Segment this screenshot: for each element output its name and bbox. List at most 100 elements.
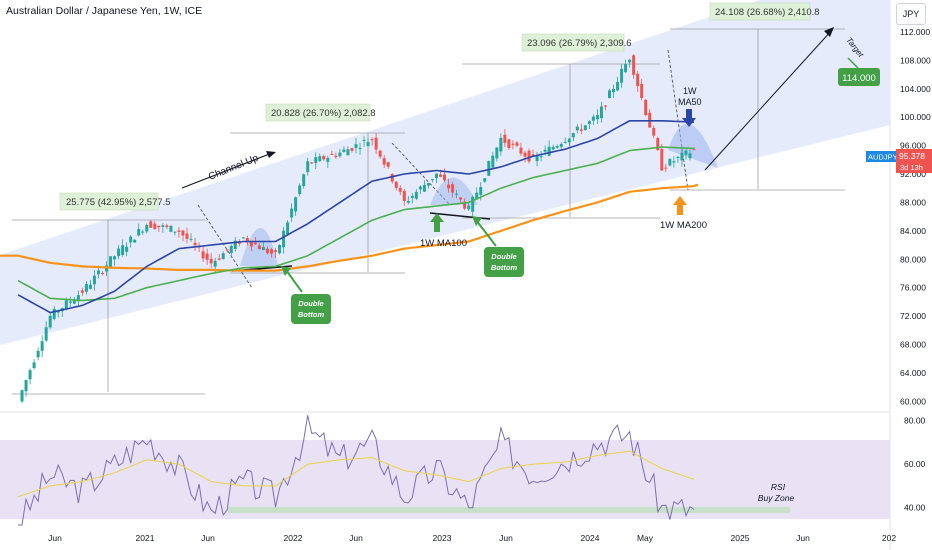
- candle-body: [334, 155, 338, 157]
- svg-text:24.108 (26.68%) 2,410.8: 24.108 (26.68%) 2,410.8: [715, 7, 820, 18]
- candle-body: [692, 148, 696, 150]
- price-tick-label: 100.000: [900, 112, 931, 122]
- candle-body: [563, 141, 567, 143]
- candle-body: [527, 150, 531, 162]
- candle-body: [201, 251, 205, 259]
- candle-body: [72, 299, 76, 304]
- candle-body: [366, 141, 370, 147]
- price-tick-label: 104.000: [900, 84, 931, 94]
- candle-body: [270, 249, 273, 254]
- price-tick-label: 88.000: [900, 197, 926, 207]
- ma50-line: [17, 120, 695, 314]
- candle-body: [644, 99, 648, 116]
- candle-body: [169, 225, 173, 232]
- candle-body: [298, 185, 302, 195]
- candle-body: [274, 250, 278, 252]
- candle-body: [24, 379, 28, 392]
- candle-body: [92, 275, 96, 285]
- ma200-line: [0, 183, 699, 272]
- candle-body: [177, 230, 181, 232]
- candle-body: [125, 246, 129, 252]
- time-tick-label: 202: [882, 533, 896, 543]
- candle-body: [459, 197, 463, 200]
- time-tick-label: 2025: [731, 533, 750, 543]
- candle-body: [318, 156, 322, 162]
- currency-button[interactable]: JPY: [896, 3, 926, 25]
- price-tick-label: 60.000: [900, 396, 926, 406]
- candle-body: [620, 68, 624, 83]
- candle-body: [386, 162, 390, 167]
- candle-body: [173, 231, 177, 233]
- candle-body: [245, 238, 249, 243]
- candle-body: [575, 126, 579, 131]
- rsi-tick-label: 40.00: [904, 503, 926, 513]
- svg-text:AUDJPY: AUDJPY: [868, 153, 898, 162]
- candle-body: [157, 225, 161, 228]
- ma100-marker: 1W MA100: [420, 213, 467, 249]
- measure-label-1: 25.775 (42.95%) 2,577.5: [59, 192, 171, 211]
- candle-body: [213, 260, 217, 267]
- candle-body: [121, 245, 125, 255]
- candle-body: [483, 178, 487, 182]
- svg-text:25.775 (42.95%) 2,577.5: 25.775 (42.95%) 2,577.5: [66, 197, 171, 208]
- rsi-tick-label: 60.00: [904, 459, 926, 469]
- candle-body: [101, 273, 104, 275]
- candle-body: [430, 179, 434, 181]
- candle-body: [632, 55, 636, 75]
- candle-body: [656, 138, 660, 150]
- candle-body: [555, 145, 559, 148]
- price-axis: 60.000 64.000 68.000 72.000 76.000 80.000 84.0…: [900, 27, 931, 406]
- rsi-buy-zone: [228, 507, 790, 513]
- candle-body: [354, 144, 358, 148]
- candle-body: [378, 150, 382, 157]
- candle-body: [418, 186, 422, 190]
- svg-text:20.828 (26.70%) 2,082.8: 20.828 (26.70%) 2,082.8: [271, 108, 376, 119]
- candle-body: [113, 256, 117, 260]
- candle-body: [44, 327, 48, 341]
- candle-body: [64, 300, 68, 310]
- candle-body: [253, 242, 257, 245]
- price-tick-label: 76.000: [900, 283, 926, 293]
- candle-body: [664, 167, 668, 169]
- candle-body: [599, 106, 603, 119]
- time-axis: Jun 2021 Jun 2022 Jun 2023 Jun 2024 May 2025 Jun 20…: [48, 533, 896, 543]
- rsi-tick-label: 80.00: [904, 416, 926, 426]
- measure-lines: [12, 28, 845, 395]
- candle-body: [56, 311, 60, 313]
- candle-body: [261, 247, 265, 251]
- target-badge: 114.000: [838, 68, 880, 86]
- candles: [20, 54, 696, 403]
- time-tick-label: Jun: [201, 533, 215, 543]
- candle-body: [117, 248, 121, 257]
- rsi-band: [0, 440, 890, 519]
- candle-body: [193, 242, 197, 246]
- candle-body: [330, 154, 334, 156]
- channel-band: [0, 0, 890, 345]
- candle-body: [294, 197, 298, 212]
- price-tick-label: 64.000: [900, 368, 926, 378]
- rsi-line: [18, 415, 695, 526]
- candle-body: [28, 370, 32, 380]
- candle-body: [233, 240, 237, 249]
- candle-body: [32, 362, 36, 369]
- candle-body: [406, 201, 410, 203]
- candle-body: [439, 174, 442, 177]
- candle-body: [390, 174, 394, 182]
- candle-body: [342, 149, 346, 152]
- candle-body: [608, 90, 611, 99]
- candle-body: [145, 224, 149, 232]
- candle-body: [511, 143, 515, 145]
- candle-body: [290, 208, 294, 218]
- measure-label-2: 20.828 (26.70%) 2,082.8: [265, 103, 376, 122]
- candle-body: [551, 147, 555, 150]
- svg-text:Bottom: Bottom: [491, 263, 518, 272]
- candle-body: [84, 283, 88, 292]
- candle-body: [543, 149, 547, 152]
- price-tick-label: 92.000: [900, 169, 926, 179]
- candle-body: [636, 73, 640, 86]
- rsi-label: RSI: [771, 482, 786, 492]
- svg-text:3d 13h: 3d 13h: [900, 163, 923, 172]
- candle-body: [451, 184, 455, 193]
- candle-body: [567, 138, 571, 143]
